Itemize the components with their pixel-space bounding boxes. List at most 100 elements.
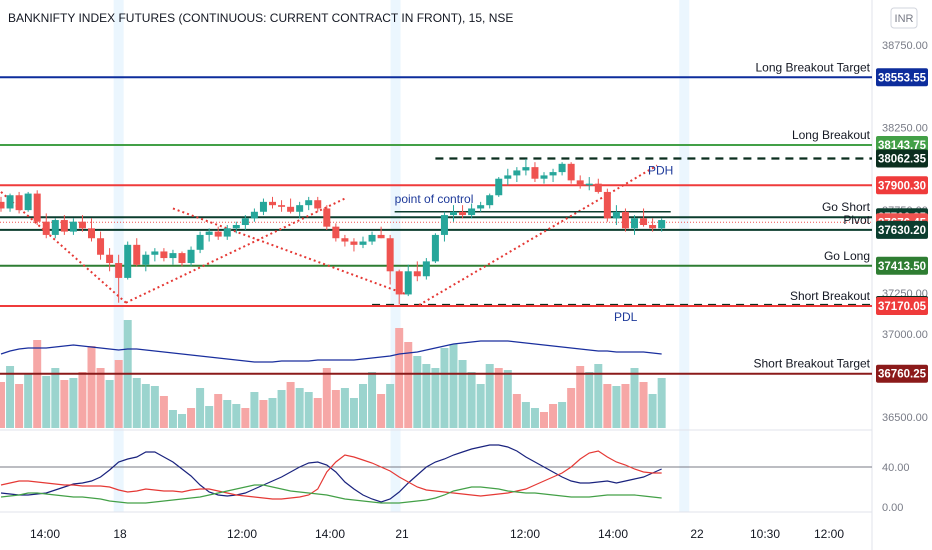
volume-bar [159, 396, 168, 428]
candle-body [269, 201, 276, 206]
volume-bar [322, 368, 331, 428]
volume-bars [0, 320, 666, 428]
volume-bar [304, 392, 313, 428]
candle-body [377, 234, 385, 239]
candle-body [341, 238, 349, 242]
volume-bar [558, 402, 567, 428]
volume-bar [467, 372, 476, 428]
candle-body [612, 211, 620, 219]
candle-body [359, 241, 367, 245]
volume-bar [521, 402, 530, 428]
price-tick-label: 38250.00 [882, 122, 928, 134]
candle-body [585, 183, 593, 186]
candle-body [395, 271, 403, 295]
volume-bar [368, 372, 377, 428]
volume-bar [359, 384, 367, 428]
candle-body [658, 220, 666, 229]
volume-bar [594, 364, 603, 428]
point-of-control-label: point of control [395, 192, 474, 206]
level-label-long-breakout-target: Long Breakout Target [755, 60, 870, 74]
price-badge-text: 38143.75 [878, 140, 927, 152]
volume-ma-line [0, 340, 662, 363]
volume-bar [232, 404, 241, 428]
candle-body [42, 221, 50, 235]
price-badge-text: 36760.25 [878, 369, 927, 381]
volume-bar [585, 372, 594, 428]
volume-bar [413, 356, 422, 428]
volume-bar [612, 386, 621, 428]
price-tick-label: 38750.00 [882, 40, 928, 52]
grid [0, 0, 873, 550]
trendline-2 [172, 207, 407, 296]
candle-body [486, 195, 494, 206]
candle-body [15, 195, 23, 211]
osc-red-line [0, 450, 662, 500]
volume-bar [331, 390, 340, 428]
candle-body [78, 221, 86, 229]
pdl-label: PDL [614, 310, 638, 324]
candle-body [368, 234, 376, 242]
time-tick-label: 14:00 [30, 527, 60, 541]
price-scale[interactable]: 38750.0038250.0037750.0037250.0037000.00… [876, 40, 928, 514]
currency-button[interactable]: INR [890, 7, 918, 29]
candle-body [223, 228, 231, 237]
price-badge-long-breakout-target [876, 68, 928, 87]
volume-bar [114, 360, 123, 428]
candle-body [151, 251, 159, 255]
volume-bar [494, 368, 503, 428]
candle-body [649, 225, 657, 229]
volume-bar [132, 378, 141, 428]
volume-bar [512, 394, 521, 428]
price-tick-label: 37000.00 [882, 329, 928, 341]
volume-bar [168, 410, 177, 428]
volume-bar [241, 408, 250, 428]
volume-bar [205, 406, 214, 428]
level-label-pivot: Pivot [843, 213, 870, 227]
time-tick-label: 14:00 [315, 527, 345, 541]
candle-body [33, 193, 41, 222]
candle-body [621, 211, 629, 229]
candle-body [305, 200, 313, 206]
candle-body [549, 172, 557, 176]
candle-body [178, 253, 186, 264]
candle-body [0, 201, 5, 209]
trendline-1 [125, 197, 346, 304]
candle-body [350, 241, 358, 245]
level-label-go-long: Go Long [824, 249, 870, 263]
candle-body [250, 211, 258, 219]
candle-body [160, 251, 168, 259]
volume-bar [313, 398, 322, 428]
candle-body [495, 178, 503, 196]
volume-bar [33, 340, 42, 428]
volume-bar [69, 378, 78, 428]
candle-body [169, 253, 177, 259]
volume-bar [530, 408, 539, 428]
candle-body [6, 195, 14, 209]
candle-body [540, 175, 548, 179]
volume-bar [24, 373, 33, 428]
candle-body [459, 211, 467, 216]
candle-body [60, 220, 68, 232]
price-tick-label: 36500.00 [882, 412, 928, 424]
volume-bar [386, 384, 395, 428]
time-tick-label: 14:00 [598, 527, 628, 541]
volume-bar [503, 370, 512, 428]
candle-body [287, 206, 295, 212]
currency-label[interactable]: INR [895, 13, 914, 25]
volume-bar [657, 378, 666, 428]
candle-body [404, 271, 412, 295]
volume-bar [295, 388, 304, 428]
trendline-3 [418, 164, 658, 306]
price-badge-text: 37413.50 [878, 261, 926, 273]
candle-body [314, 200, 322, 209]
candle-body [531, 167, 539, 179]
volume-bar [214, 394, 223, 428]
candle-body [450, 211, 457, 216]
candle-body [296, 205, 304, 212]
volume-bar [141, 384, 150, 428]
osc-tick-label: 40.00 [882, 462, 910, 474]
volume-bar [277, 390, 286, 428]
time-axis[interactable]: 14:00 18 12:00 14:00 21 12:00 14:00 22 10:30 12:0… [30, 527, 844, 541]
